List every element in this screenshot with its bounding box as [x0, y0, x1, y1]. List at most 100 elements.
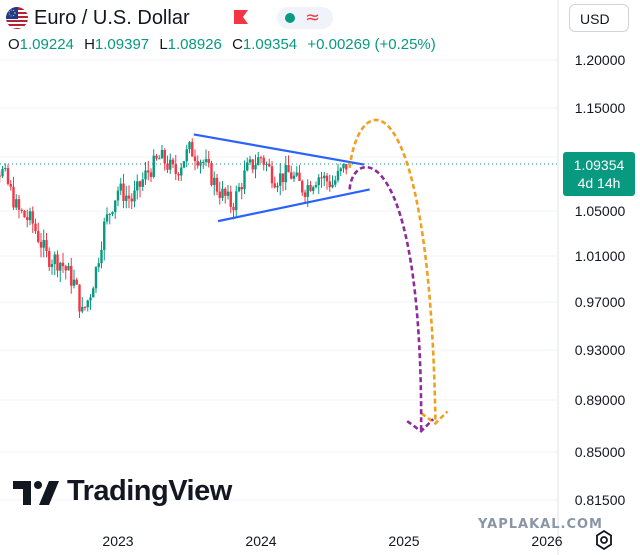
alert-flag-icon[interactable]	[232, 9, 250, 25]
eu-us-flag-icon	[6, 7, 28, 29]
candle-body	[92, 288, 95, 298]
triangle-lower-trendline	[217, 188, 370, 223]
candle-body	[210, 163, 213, 185]
candle-body	[301, 180, 304, 193]
candle-body	[320, 177, 323, 179]
candle-body	[114, 200, 117, 213]
candle-body	[281, 173, 285, 183]
candle-body	[108, 214, 111, 216]
candle-body	[202, 162, 205, 164]
candle-body	[39, 241, 43, 248]
tradingview-logo-icon	[13, 481, 59, 505]
candle-body	[177, 173, 180, 176]
candle-body	[265, 163, 268, 165]
last-price-label: 1.09354	[573, 157, 625, 173]
candle-body	[215, 177, 219, 192]
market-status-pill[interactable]: ≈	[277, 7, 333, 29]
candle-body	[56, 254, 59, 271]
candle-body	[243, 170, 246, 190]
forecast-arrow-orange	[348, 118, 437, 424]
price-tick-label: 1.01000	[575, 248, 626, 264]
candle-body	[191, 142, 194, 157]
candle-body	[0, 175, 1, 177]
candle-body	[20, 209, 23, 211]
candle-body	[287, 165, 290, 173]
low-value: 1.08926	[167, 36, 222, 53]
site-watermark: YAPLAKAL.COM	[478, 517, 603, 532]
candle-body	[105, 214, 109, 222]
candle-body	[59, 262, 62, 271]
symbol-title[interactable]: Euro / U.S. Dollar	[34, 7, 190, 29]
forecast-arrow-purple-head	[406, 418, 435, 433]
candle-body	[97, 263, 100, 268]
candle-body	[309, 184, 312, 191]
forecast-arrow-orange-head	[420, 410, 449, 426]
candle-body	[28, 211, 32, 221]
candle-body	[325, 175, 329, 182]
candle-body	[257, 157, 260, 165]
candle-body	[312, 187, 315, 191]
candle-body	[240, 187, 243, 190]
candle-body	[345, 164, 348, 170]
candle-body	[75, 279, 78, 285]
price-tick-label: 1.20000	[575, 52, 626, 68]
time-tick-label: 2026	[531, 533, 562, 549]
candle-body	[284, 165, 287, 183]
currency-selector[interactable]: USD	[569, 4, 629, 32]
candle-body	[251, 159, 254, 170]
candle-body	[138, 181, 142, 187]
candle-body	[31, 211, 34, 224]
candle-body	[270, 166, 274, 184]
candle-body	[213, 177, 216, 185]
price-tick-label: 0.97000	[575, 294, 626, 310]
candle-body	[4, 168, 7, 170]
candle-body	[53, 254, 56, 265]
candle-body	[298, 172, 301, 181]
candle-body	[246, 162, 249, 171]
time-tick-label: 2024	[245, 533, 276, 549]
wave-icon: ≈	[305, 7, 321, 28]
candle-body	[218, 191, 221, 198]
candle-body	[334, 180, 337, 185]
candle-body	[185, 149, 188, 162]
candle-body	[323, 175, 326, 179]
time-tick-label: 2025	[388, 533, 419, 549]
price-axis[interactable]: 1.200001.150001.100001.050001.010000.970…	[575, 52, 626, 508]
candle-body	[26, 217, 29, 221]
candle-body	[193, 156, 197, 162]
candle-body	[226, 191, 230, 196]
candle-body	[48, 250, 51, 267]
candle-body	[303, 192, 307, 197]
market-open-dot-icon	[285, 13, 295, 23]
candle-body	[259, 157, 263, 159]
price-tick-label: 0.85000	[575, 444, 626, 460]
candle-body	[127, 195, 131, 199]
candle-body	[158, 158, 161, 160]
open-value: 1.09224	[19, 36, 74, 53]
candle-body	[336, 171, 340, 181]
candle-body	[1, 169, 4, 177]
candle-body	[34, 223, 37, 232]
candle-body	[116, 190, 120, 201]
candle-body	[136, 181, 139, 191]
candle-body	[86, 300, 89, 308]
settings-icon[interactable]	[594, 530, 614, 550]
candle-body	[70, 265, 73, 286]
candle-body	[42, 240, 45, 248]
ohlc-values: O1.09224 H1.09397 L1.08926 C1.09354 +0.0…	[8, 36, 436, 53]
candle-body	[64, 266, 67, 271]
candle-body	[72, 279, 76, 286]
candle-body	[166, 163, 169, 170]
candle-body	[229, 191, 232, 207]
time-axis[interactable]: 2023 2024 2025 2026	[102, 533, 562, 549]
candle-body	[182, 161, 186, 168]
candle-body	[331, 184, 334, 188]
candle-body	[155, 155, 158, 159]
candle-body	[89, 297, 92, 301]
candle-body	[328, 181, 331, 188]
candle-body	[133, 190, 136, 202]
candle-body	[306, 184, 309, 197]
candle-body	[50, 264, 54, 267]
candle-body	[295, 172, 298, 176]
